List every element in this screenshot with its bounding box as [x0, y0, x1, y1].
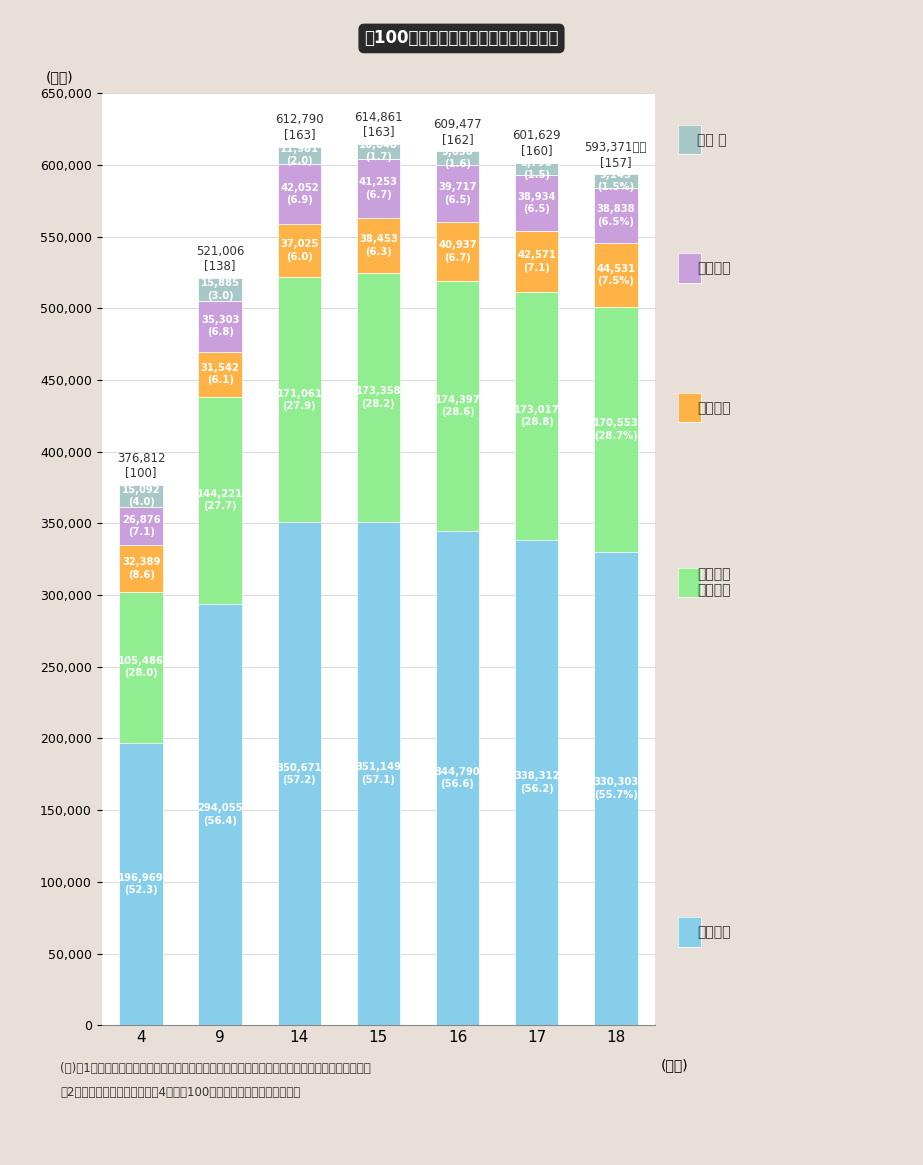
Text: 8,796
(1.5): 8,796 (1.5)	[521, 157, 553, 181]
Bar	[356, 158, 401, 218]
Text: [163]: [163]	[283, 128, 315, 141]
Text: その 他: その 他	[697, 133, 726, 147]
Bar	[278, 522, 321, 1025]
Bar	[198, 352, 242, 397]
Bar	[356, 273, 401, 522]
Text: 31,542
(6.1): 31,542 (6.1)	[201, 363, 240, 386]
Bar	[436, 151, 479, 165]
Bar	[356, 522, 401, 1025]
Text: 350,671
(57.2): 350,671 (57.2)	[277, 763, 322, 785]
Text: [160]: [160]	[521, 143, 553, 157]
Text: 40,937
(6.7): 40,937 (6.7)	[438, 240, 477, 262]
Text: 344,790
(56.6): 344,790 (56.6)	[435, 767, 480, 789]
Bar	[436, 165, 479, 223]
Bar	[436, 223, 479, 281]
Text: (億円): (億円)	[46, 70, 74, 84]
Text: 市場公募: 市場公募	[697, 401, 730, 415]
Bar	[515, 163, 558, 175]
Text: 9,145
(1.5%): 9,145 (1.5%)	[597, 170, 634, 192]
Text: 26,876
(7.1): 26,876 (7.1)	[122, 515, 161, 537]
Text: 42,571
(7.1): 42,571 (7.1)	[517, 250, 556, 273]
Text: 35,303
(6.8): 35,303 (6.8)	[201, 315, 239, 338]
Text: [163]: [163]	[363, 125, 394, 137]
Bar	[119, 485, 162, 507]
Text: 政府資金: 政府資金	[697, 925, 730, 939]
Bar	[594, 551, 638, 1025]
Bar	[198, 397, 242, 603]
Text: 196,969
(52.3): 196,969 (52.3)	[118, 873, 164, 895]
Text: 593,371億円: 593,371億円	[584, 141, 647, 154]
Bar	[278, 277, 321, 522]
Text: 144,221
(27.7): 144,221 (27.7)	[198, 489, 244, 511]
Bar	[119, 592, 162, 743]
Bar	[356, 143, 401, 158]
Text: 338,312
(56.2): 338,312 (56.2)	[514, 771, 559, 793]
Text: 173,358
(28.2): 173,358 (28.2)	[355, 387, 402, 409]
Text: 15,092
(4.0): 15,092 (4.0)	[122, 485, 161, 507]
Bar	[119, 545, 162, 592]
Text: 公営企業
金融公庫: 公営企業 金融公庫	[697, 567, 730, 598]
Text: 612,790: 612,790	[275, 113, 324, 127]
Bar	[515, 541, 558, 1025]
Text: [162]: [162]	[442, 133, 473, 146]
Bar	[594, 308, 638, 551]
Bar	[515, 292, 558, 541]
Text: 38,934
(6.5): 38,934 (6.5)	[518, 192, 556, 214]
Text: 39,717
(6.5): 39,717 (6.5)	[438, 183, 477, 205]
Bar	[515, 231, 558, 292]
Bar	[198, 301, 242, 352]
Text: 351,149
(57.1): 351,149 (57.1)	[355, 762, 402, 785]
Text: 38,838
(6.5%): 38,838 (6.5%)	[596, 204, 635, 226]
Text: 294,055
(56.4): 294,055 (56.4)	[198, 803, 243, 826]
Text: 614,861: 614,861	[354, 111, 402, 123]
Text: (注)、1　企業債現在高は、特定資金公共事業債及び特定資金公共投資事業債を除いた額である。: (注)、1 企業債現在高は、特定資金公共事業債及び特定資金公共投資事業債を除いた…	[60, 1062, 371, 1075]
Bar	[278, 164, 321, 224]
Text: 15,885
(3.0): 15,885 (3.0)	[200, 278, 240, 301]
Text: [138]: [138]	[205, 260, 236, 273]
Text: 609,477: 609,477	[433, 118, 482, 132]
Text: 170,553
(28.7%): 170,553 (28.7%)	[593, 418, 639, 440]
Text: 174,397
(28.6): 174,397 (28.6)	[435, 395, 480, 417]
Bar	[278, 224, 321, 277]
Text: 376,812: 376,812	[117, 452, 165, 465]
Text: 38,453
(6.3): 38,453 (6.3)	[359, 234, 398, 256]
Text: 173,017
(28.8): 173,017 (28.8)	[514, 405, 559, 428]
Bar	[515, 175, 558, 231]
Bar	[436, 281, 479, 531]
Bar	[594, 175, 638, 188]
Text: 41,253
(6.7): 41,253 (6.7)	[359, 177, 398, 199]
Bar	[594, 243, 638, 308]
Bar	[594, 188, 638, 243]
Text: 市中銀行: 市中銀行	[697, 261, 730, 275]
Text: 42,052
(6.9): 42,052 (6.9)	[280, 183, 318, 205]
Text: 10,648
(1.7): 10,648 (1.7)	[359, 140, 398, 162]
Bar	[198, 278, 242, 301]
Bar	[119, 743, 162, 1025]
Text: 37,025
(6.0): 37,025 (6.0)	[280, 239, 318, 262]
Text: 601,629: 601,629	[512, 129, 561, 142]
Text: (年度): (年度)	[661, 1058, 689, 1072]
Text: 32,389
(8.6): 32,389 (8.6)	[122, 557, 161, 579]
Bar	[278, 147, 321, 164]
Bar	[198, 603, 242, 1025]
Text: [157]: [157]	[600, 156, 631, 169]
Text: 9,636
(1.6): 9,636 (1.6)	[442, 147, 473, 169]
Text: 2　［　］内の数値は、平成4年度を100として算出した指数である。: 2 ［ ］内の数値は、平成4年度を100として算出した指数である。	[60, 1086, 300, 1099]
Text: 521,006: 521,006	[196, 245, 245, 259]
Bar	[436, 531, 479, 1025]
Bar	[356, 218, 401, 273]
Bar	[119, 507, 162, 545]
Text: 44,531
(7.5%): 44,531 (7.5%)	[596, 264, 635, 287]
Text: 330,303
(55.7%): 330,303 (55.7%)	[593, 777, 639, 799]
Text: 171,061
(27.9): 171,061 (27.9)	[276, 389, 322, 411]
Text: 11,981
(2.0): 11,981 (2.0)	[280, 144, 318, 167]
Text: 105,486
(28.0): 105,486 (28.0)	[118, 656, 164, 678]
Text: 第100図　企業債借入先別現在高の推移: 第100図 企業債借入先別現在高の推移	[365, 29, 558, 48]
Text: [100]: [100]	[126, 466, 157, 479]
